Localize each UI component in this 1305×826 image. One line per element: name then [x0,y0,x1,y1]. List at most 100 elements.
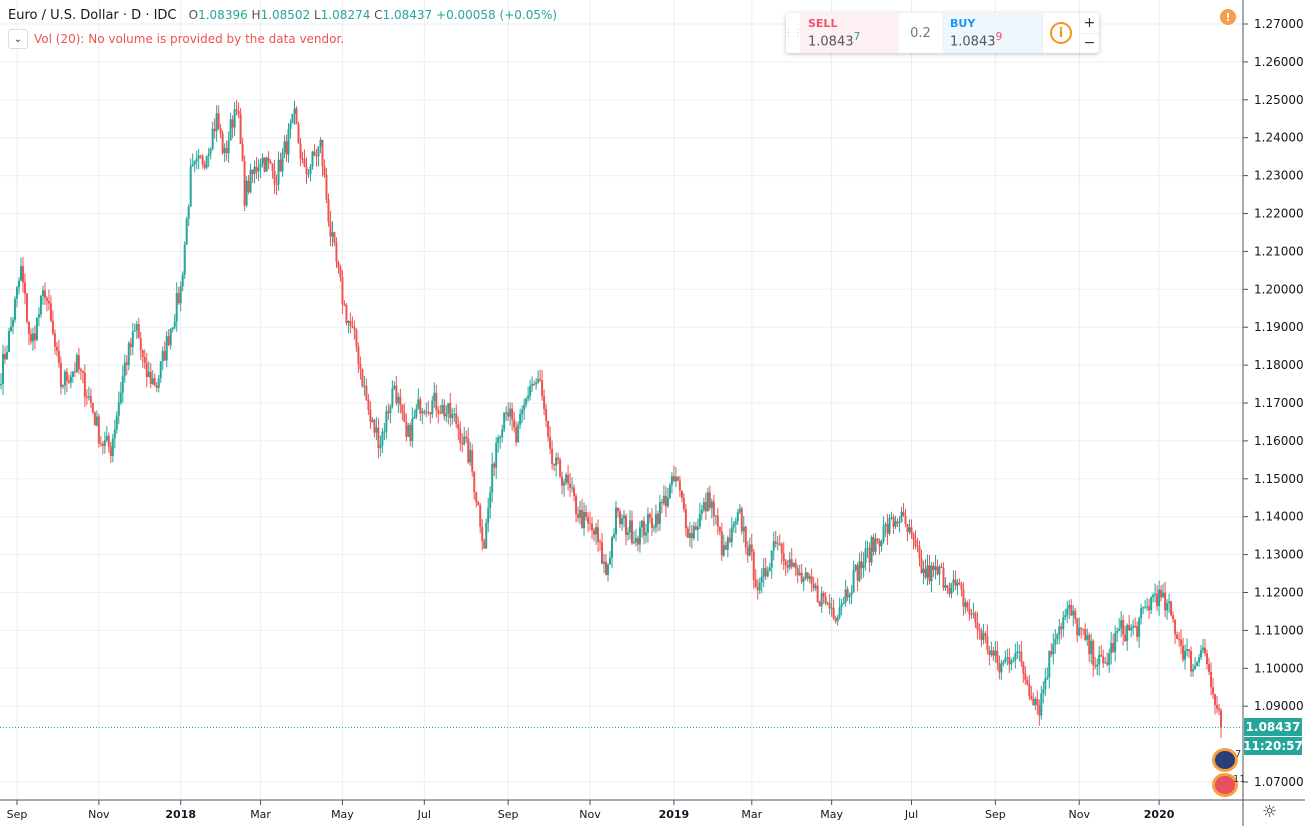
candle-up [39,295,42,315]
candle-down [924,568,927,578]
candle-up [858,561,861,581]
candle-up [183,244,186,275]
candle-down [541,380,544,397]
candle-up [191,164,194,167]
candle-down [457,424,460,430]
candle-down [325,175,328,200]
candle-down [275,183,278,185]
candle-up [287,128,290,155]
quantity-plus-button[interactable]: + [1080,13,1099,34]
candle-up [926,565,929,578]
candle-down [1084,629,1087,640]
candle-down [744,526,747,548]
y-tick-label: 1.25000 [1254,93,1304,107]
candle-up [1162,592,1165,598]
candle-down [29,333,32,342]
drag-handle-icon[interactable]: ⋮⋮ [783,27,803,39]
candle-up [595,527,598,535]
candle-down [1106,662,1109,665]
eu-event-icon[interactable]: 7 [1212,748,1241,772]
candle-down [267,157,270,162]
candle-up [181,274,184,287]
candle-down [443,404,446,417]
candle-down [1182,645,1185,660]
candle-up [1130,627,1133,631]
candle-down [295,108,298,125]
candle-up [1118,628,1121,631]
candle-down [343,304,346,306]
candle-up [413,416,416,419]
candle-down [1208,664,1211,672]
sell-button[interactable]: SELL 1.08437 [800,13,899,53]
candle-up [9,326,12,332]
candle-up [571,487,574,489]
candle-down [315,155,318,157]
gear-icon[interactable]: ☼ [1262,802,1278,822]
candle-down [21,266,24,283]
candle-down [569,483,572,488]
candle-up [447,403,450,414]
candle-up [207,153,210,157]
candle-down [998,662,1001,673]
candle-up [35,317,38,341]
candle-up [742,526,745,532]
candle-down [345,304,348,323]
candle-down [806,572,809,579]
candle-up [75,355,78,373]
candle-down [1024,673,1027,680]
candle-up [852,569,855,593]
us-event-icon[interactable]: 11 [1212,773,1246,797]
candle-down [57,350,60,363]
candle-down [467,438,470,463]
candle-down [682,497,685,510]
candle-up [738,508,741,513]
candle-up [257,167,260,172]
candle-down [1170,601,1173,616]
candle-down [327,199,330,222]
candle-up [611,537,613,558]
candle-down [728,537,731,543]
y-tick-label: 1.17000 [1254,396,1304,410]
candle-up [607,564,610,576]
candle-down [680,490,683,498]
candle-up [491,463,494,493]
candle-up [233,109,236,128]
buy-button[interactable]: BUY 1.08439 [942,13,1042,53]
candle-down [101,443,104,446]
quantity-minus-button[interactable]: − [1083,35,1096,52]
candle-up [1138,618,1141,637]
collapse-toggle-button[interactable]: ⌄ [8,29,28,49]
y-tick-label: 1.21000 [1254,244,1304,258]
candle-down [471,450,474,472]
candle-up [1152,594,1155,598]
candle-up [950,583,953,594]
candle-up [151,378,154,385]
candle-up [0,384,2,386]
candle-down [435,392,438,411]
candle-up [375,427,378,433]
candle-up [854,565,857,570]
candle-up [319,139,322,147]
candle-up [692,526,695,539]
candle-down [920,558,923,574]
candle-down [796,568,799,576]
candle-down [3,354,6,360]
candle-up [169,329,172,345]
candle-down [984,633,987,636]
candle-up [908,527,911,532]
candle-up [311,151,314,167]
candle-down [33,333,36,341]
candle-up [433,392,436,401]
candle-up [888,518,891,534]
candle-down [333,232,336,243]
spread-value: 0.2 [910,25,931,41]
candle-down [1060,626,1063,630]
candle-down [886,524,889,534]
candle-down [585,511,588,517]
warning-icon[interactable]: ! [1220,9,1236,25]
candle-down [818,601,821,607]
candle-down [387,411,390,414]
info-button[interactable]: i [1042,13,1079,53]
candle-up [1014,653,1017,661]
